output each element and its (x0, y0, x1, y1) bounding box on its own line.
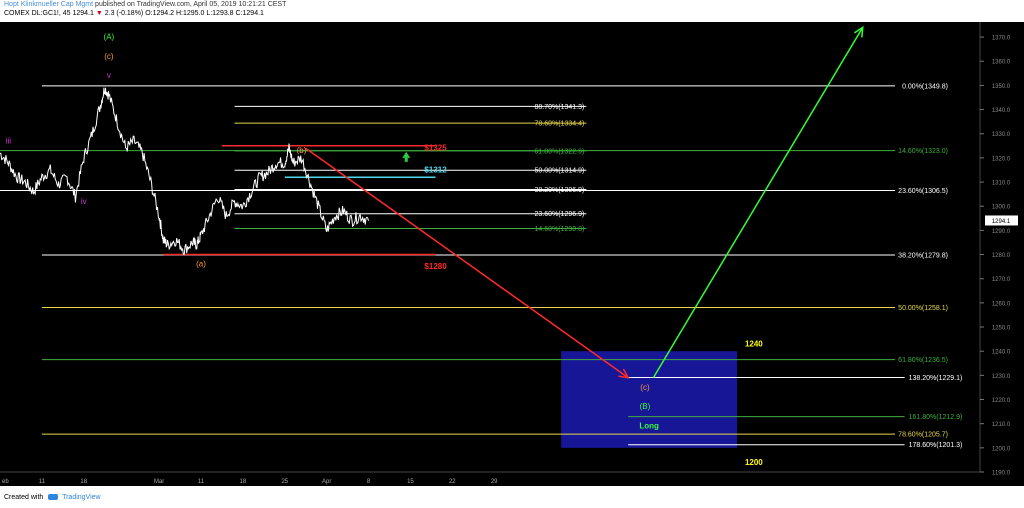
y-tick-label: 1370.0 (992, 36, 1011, 42)
author-link[interactable]: Hopt Klinkmueller Cap Mgmt (4, 1, 94, 8)
fib-level-label: 0.00%(1349.8) (902, 83, 948, 90)
created-with-label: Created with (4, 494, 44, 501)
fib-level-label: 23.60%(1296.9) (534, 211, 584, 218)
chart-annotation: (b) (297, 146, 307, 155)
symbol-label: COMEX DL:GC1!, 45 1294.1 (4, 10, 94, 17)
y-tick-label: 1360.0 (992, 60, 1011, 66)
y-tick-label: 1250.0 (992, 326, 1011, 332)
x-tick-label: 11 (198, 479, 205, 485)
x-tick-label: 29 (491, 479, 498, 485)
y-tick-label: 1350.0 (992, 84, 1011, 90)
chart-annotation: iii (6, 136, 12, 145)
current-price-label: 1294.1 (992, 219, 1011, 225)
price-line (0, 87, 369, 256)
publish-date: published on TradingView.com, April 05, … (95, 1, 287, 8)
fib-level-label: 61.80%(1322.9) (534, 148, 584, 155)
chart-annotation: 1200 (745, 458, 763, 467)
y-tick-label: 1300.0 (992, 205, 1011, 211)
x-tick-label: 18 (240, 479, 247, 485)
y-tick-label: 1280.0 (992, 253, 1011, 259)
x-tick-label: Mar (154, 479, 164, 485)
x-tick-label: 22 (449, 479, 456, 485)
fib-level-label: 78.60%(1334.4) (534, 121, 584, 128)
green-projection-arrow-head (853, 25, 864, 38)
chart-annotation: Long (639, 422, 659, 431)
down-arrow-icon: ▼ (95, 10, 103, 17)
tradingview-logo-icon (48, 494, 59, 500)
red-projection-arrow-shaft (305, 147, 629, 379)
fib-level-label: 14.60%(1323.0) (898, 148, 948, 155)
y-tick-label: 1230.0 (992, 374, 1011, 380)
x-tick-label: 15 (407, 479, 414, 485)
up-arrow-icon (402, 151, 411, 158)
y-tick-label: 1220.0 (992, 398, 1011, 404)
green-projection-arrow-shaft (652, 27, 864, 379)
x-tick-label: eb (2, 479, 9, 485)
fib-level-label: 138.20%(1229.1) (909, 375, 963, 382)
footer-attribution: Created with TradingView (4, 494, 101, 501)
fib-level-label: 78.60%(1205.7) (898, 432, 948, 439)
x-tick-label: 11 (39, 479, 46, 485)
fib-level-label: 178.60%(1201.3) (909, 442, 963, 449)
red-projection-arrow-head (618, 368, 630, 379)
chart-annotation: 1240 (745, 339, 763, 348)
fib-level-label: 23.60%(1306.5) (898, 188, 948, 195)
x-tick-label: Apr (322, 479, 331, 485)
chart-area[interactable]: 0.00%(1349.8) 88.70%(1341.3) 78.60%(1334.4… (0, 22, 1024, 486)
y-tick-label: 1190.0 (992, 471, 1011, 477)
y-tick-label: 1310.0 (992, 181, 1011, 187)
ohlc-values: O:1294.2 H:1295.0 L:1293.8 C:1294.1 (145, 10, 264, 17)
footer: Created with TradingView (0, 486, 1024, 508)
chart-annotation: (a) (196, 260, 206, 269)
fib-level-label: 38.20%(1279.8) (898, 253, 948, 260)
price-change: 2.3 (-0.18%) (104, 10, 144, 17)
current-price-badge (985, 215, 1018, 226)
publish-info: Hopt Klinkmueller Cap Mgmt published on … (4, 1, 286, 8)
fib-level-label: 50.00%(1314.9) (534, 168, 584, 175)
chart-annotation: v (107, 71, 111, 80)
price-chart[interactable]: 0.00%(1349.8) 88.70%(1341.3) 78.60%(1334.4… (0, 22, 1024, 486)
chart-annotation: (A) (104, 32, 115, 41)
up-arrow-stem (404, 157, 408, 162)
chart-annotation: (c) (640, 383, 650, 392)
chart-annotation: (c) (104, 52, 114, 61)
chart-annotation: (B) (640, 402, 651, 411)
y-tick-label: 1290.0 (992, 229, 1011, 235)
y-tick-label: 1270.0 (992, 277, 1011, 283)
fib-level-label: 50.00%(1258.1) (898, 305, 948, 312)
fib-level-label: 14.60%(1290.8) (534, 226, 584, 233)
y-tick-label: 1340.0 (992, 108, 1011, 114)
y-tick-label: 1240.0 (992, 350, 1011, 356)
fib-level-label: 61.80%(1236.5) (898, 357, 948, 364)
y-tick-label: 1320.0 (992, 156, 1011, 162)
fib-level-label: 161.80%(1212.9) (909, 414, 963, 421)
y-tick-label: 1260.0 (992, 301, 1011, 307)
chart-annotation: $1325 (424, 144, 447, 153)
fib-level-label: 88.70%(1341.3) (534, 104, 584, 111)
x-tick-label: 18 (80, 479, 87, 485)
y-tick-label: 1330.0 (992, 132, 1011, 138)
x-tick-label: 25 (281, 479, 288, 485)
chart-annotation: $1280 (424, 262, 447, 271)
tradingview-brand[interactable]: TradingView (62, 494, 101, 501)
chart-annotation: iv (81, 197, 87, 206)
symbol-info: COMEX DL:GC1!, 45 1294.1 ▼ 2.3 (-0.18%) … (4, 10, 264, 17)
y-tick-label: 1210.0 (992, 422, 1011, 428)
y-tick-label: 1200.0 (992, 446, 1011, 452)
long-target-box (561, 351, 738, 448)
x-tick-label: 8 (367, 479, 371, 485)
chart-annotation: $1312 (424, 165, 447, 174)
chart-header: Hopt Klinkmueller Cap Mgmt published on … (0, 0, 1024, 22)
